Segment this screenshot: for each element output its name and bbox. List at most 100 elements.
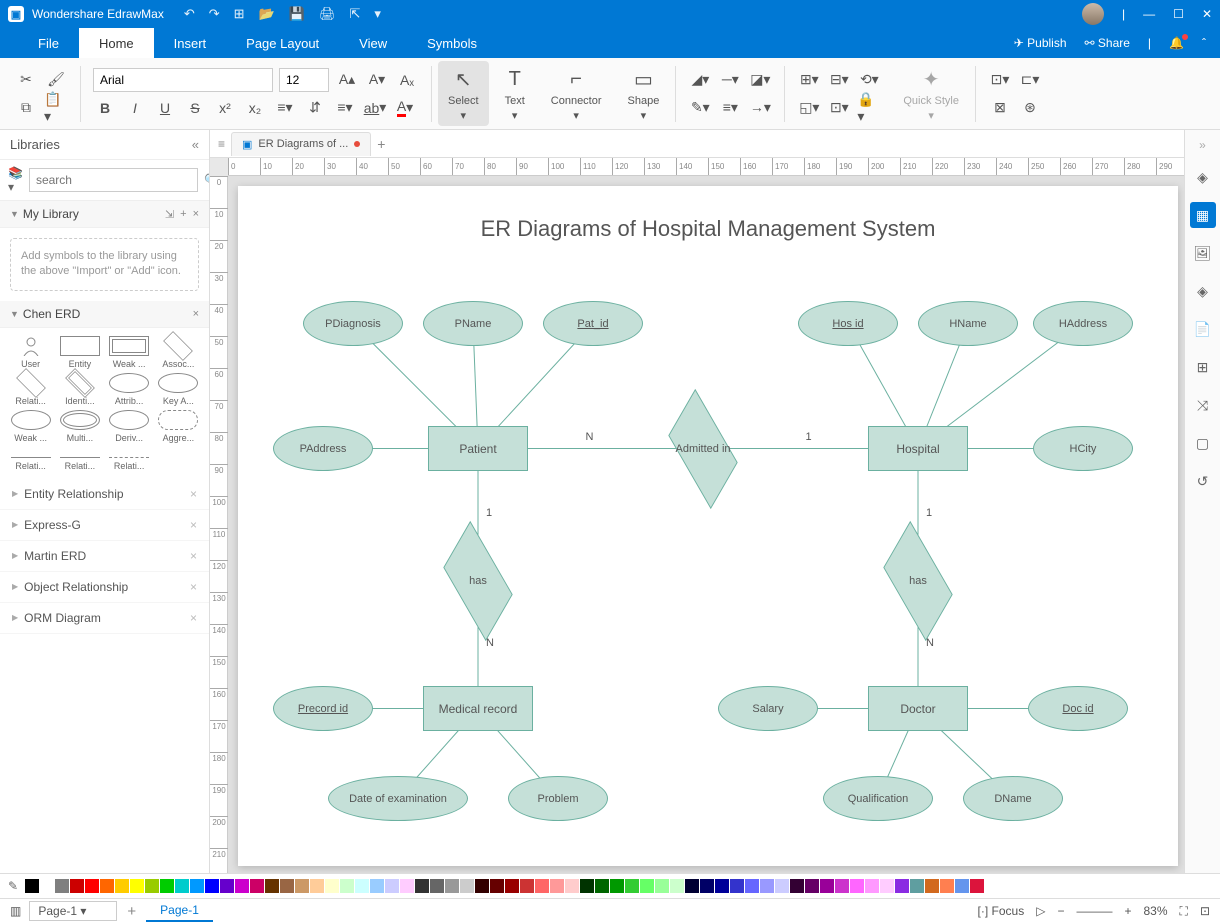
close-section-icon[interactable]: × [193,308,199,320]
text-tool[interactable]: TText▾ [495,61,535,126]
color-swatch[interactable] [835,879,849,893]
color-swatch[interactable] [910,879,924,893]
minimize-icon[interactable]: — [1143,7,1155,21]
shape-item[interactable]: Relati... [57,447,102,471]
color-swatch[interactable] [475,879,489,893]
color-swatch[interactable] [250,879,264,893]
close-icon[interactable]: ✕ [1202,7,1212,21]
page-select[interactable]: Page-1 ▾ [29,901,117,921]
attribute[interactable]: DName [963,776,1063,821]
shape-item[interactable]: Identi... [57,373,102,406]
color-swatch[interactable] [70,879,84,893]
theme-icon[interactable]: ◈ [1190,164,1216,190]
color-swatch[interactable] [865,879,879,893]
focus-button[interactable]: [·] Focus [978,904,1025,918]
color-swatch[interactable] [460,879,474,893]
color-swatch[interactable] [160,879,174,893]
quick-style-button[interactable]: ✦Quick Style▾ [893,61,969,126]
category-item[interactable]: ▶ORM Diagram× [0,603,209,634]
export-icon[interactable]: ⇱ [349,6,360,22]
color-swatch[interactable] [730,879,744,893]
color-swatch[interactable] [700,879,714,893]
color-swatch[interactable] [400,879,414,893]
zoom-out-icon[interactable]: − [1057,904,1064,918]
shape-item[interactable]: Aggre... [156,410,201,443]
shape-item[interactable]: Relati... [8,373,53,406]
save-icon[interactable]: 💾 [289,6,305,22]
attribute[interactable]: Precord id [273,686,373,731]
attribute[interactable]: PAddress [273,426,373,471]
canvas[interactable]: ER Diagrams of Hospital Management Syste… [228,176,1184,873]
color-swatch[interactable] [445,879,459,893]
play-icon[interactable]: ▷ [1036,904,1045,918]
size-tool-icon[interactable]: ⊡▾ [988,68,1012,92]
fit-icon[interactable]: ⛶ [1180,904,1188,919]
attribute[interactable]: HName [918,301,1018,346]
collapse-sidebar-icon[interactable]: « [192,137,199,152]
document-tab[interactable]: ▣ ER Diagrams of ... [231,132,371,156]
fill-icon[interactable]: ◢▾ [688,68,712,92]
relationship[interactable]: has [883,546,953,616]
print-icon[interactable]: 🖨 [319,6,336,22]
pen-icon[interactable]: ✎ [8,879,18,893]
color-swatch[interactable] [205,879,219,893]
align-icon[interactable]: ≡▾ [333,96,357,120]
chen-section[interactable]: ▼Chen ERD × [0,301,209,328]
tab-view[interactable]: View [339,28,407,58]
line-style-icon[interactable]: ✎▾ [688,96,712,120]
color-swatch[interactable] [55,879,69,893]
publish-button[interactable]: ✈ Publish [1014,36,1067,50]
color-swatch[interactable] [715,879,729,893]
color-swatch[interactable] [970,879,984,893]
color-swatch[interactable] [490,879,504,893]
tab-file[interactable]: File [18,28,79,58]
color-swatch[interactable] [265,879,279,893]
attribute[interactable]: Salary [718,686,818,731]
ai-icon[interactable]: ⊞ [1190,354,1216,380]
color-swatch[interactable] [520,879,534,893]
entity-doctor[interactable]: Doctor [868,686,968,731]
color-swatch[interactable] [175,879,189,893]
expand-right-icon[interactable]: » [1199,138,1206,152]
zoom-in-icon[interactable]: + [1124,904,1131,918]
crop-icon[interactable]: ⊏▾ [1018,68,1042,92]
select-tool[interactable]: ↖Select▾ [438,61,489,126]
color-swatch[interactable] [145,879,159,893]
attribute[interactable]: Qualification [823,776,933,821]
color-swatch[interactable] [790,879,804,893]
category-item[interactable]: ▶Entity Relationship× [0,479,209,510]
tab-symbols[interactable]: Symbols [407,28,497,58]
font-select[interactable] [93,68,273,92]
color-swatch[interactable] [220,879,234,893]
page-icon[interactable]: 📄 [1190,316,1216,342]
color-swatch[interactable] [505,879,519,893]
italic-icon[interactable]: I [123,96,147,120]
fullscreen-icon[interactable]: ⊡ [1200,904,1210,918]
add-page-icon[interactable]: + [127,903,136,920]
tab-insert[interactable]: Insert [154,28,227,58]
close-section-icon[interactable]: × [193,208,199,221]
color-swatch[interactable] [115,879,129,893]
color-swatch[interactable] [745,879,759,893]
library-menu-icon[interactable]: 📚▾ [8,166,23,194]
shape-item[interactable]: Deriv... [107,410,152,443]
bullets-icon[interactable]: ≡▾ [273,96,297,120]
zoom-level[interactable]: 83% [1144,904,1168,918]
add-tab-icon[interactable]: + [377,136,385,152]
attribute[interactable]: HAddress [1033,301,1133,346]
attribute[interactable]: PName [423,301,523,346]
shape-item[interactable]: Entity [57,336,102,369]
settings-icon[interactable]: ⊛ [1018,96,1042,120]
clear-format-icon[interactable]: Aₓ [395,68,419,92]
relationship[interactable]: Admitted in [668,414,738,484]
align-obj-icon[interactable]: ⊟▾ [827,68,851,92]
group-icon[interactable]: ⊞▾ [797,68,821,92]
color-swatch[interactable] [430,879,444,893]
color-swatch[interactable] [100,879,114,893]
shape-item[interactable]: Relati... [8,447,53,471]
shape-item[interactable]: Multi... [57,410,102,443]
strike-icon[interactable]: S [183,96,207,120]
arrow-icon[interactable]: →▾ [748,96,772,120]
maximize-icon[interactable]: ☐ [1173,7,1184,21]
color-swatch[interactable] [925,879,939,893]
